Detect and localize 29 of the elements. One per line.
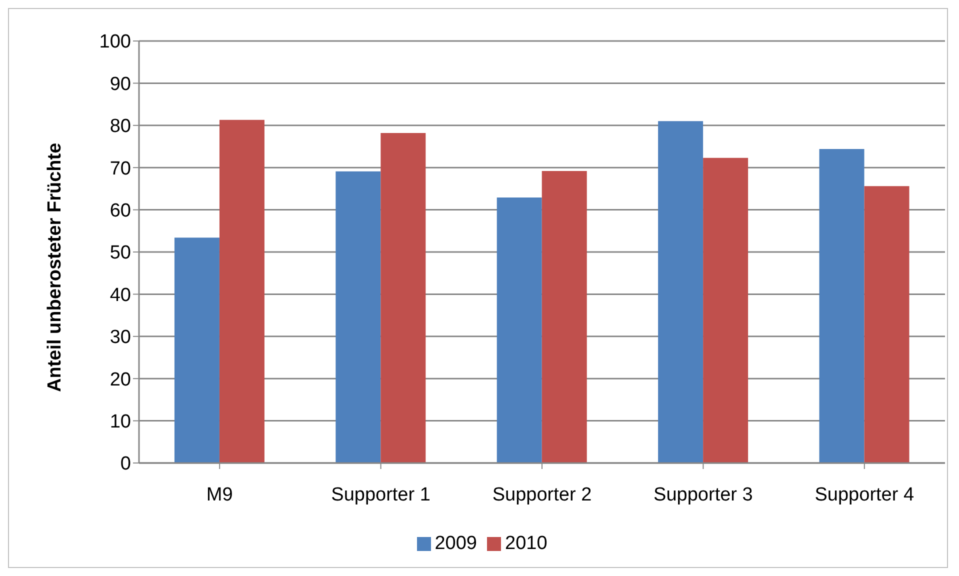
y-tick-label: 20: [110, 369, 131, 390]
bar: [819, 149, 864, 463]
bar: [542, 170, 587, 463]
y-tick-label: 40: [110, 284, 131, 306]
bar: [864, 186, 910, 463]
x-tick-label: Supporter 2: [492, 484, 592, 506]
bar: [174, 238, 220, 463]
bar: [336, 171, 381, 463]
y-tick-label: 0: [120, 454, 131, 475]
y-tick-label: 50: [110, 242, 131, 264]
y-tick-label: 80: [110, 116, 131, 138]
bar: [703, 158, 748, 463]
x-tick-label: M9: [206, 484, 233, 506]
legend-label: 2009: [434, 533, 477, 554]
x-tick-label: Supporter 1: [331, 484, 430, 506]
bar: [219, 120, 264, 463]
bar: [380, 132, 426, 463]
bar: [496, 198, 542, 463]
y-axis-title: Anteil unberosteter Früchte: [44, 142, 66, 392]
y-tick-label: 70: [110, 158, 131, 180]
y-tick-label: 30: [110, 327, 131, 348]
y-tick-label: 10: [110, 412, 131, 433]
bar: [658, 121, 704, 463]
x-tick-label: Supporter 3: [654, 484, 753, 506]
y-tick-label: 90: [110, 74, 131, 95]
y-tick-label: 60: [110, 200, 131, 222]
legend-label: 2010: [505, 533, 548, 554]
x-tick-label: Supporter 4: [814, 484, 914, 506]
y-tick-label: 100: [99, 32, 131, 53]
